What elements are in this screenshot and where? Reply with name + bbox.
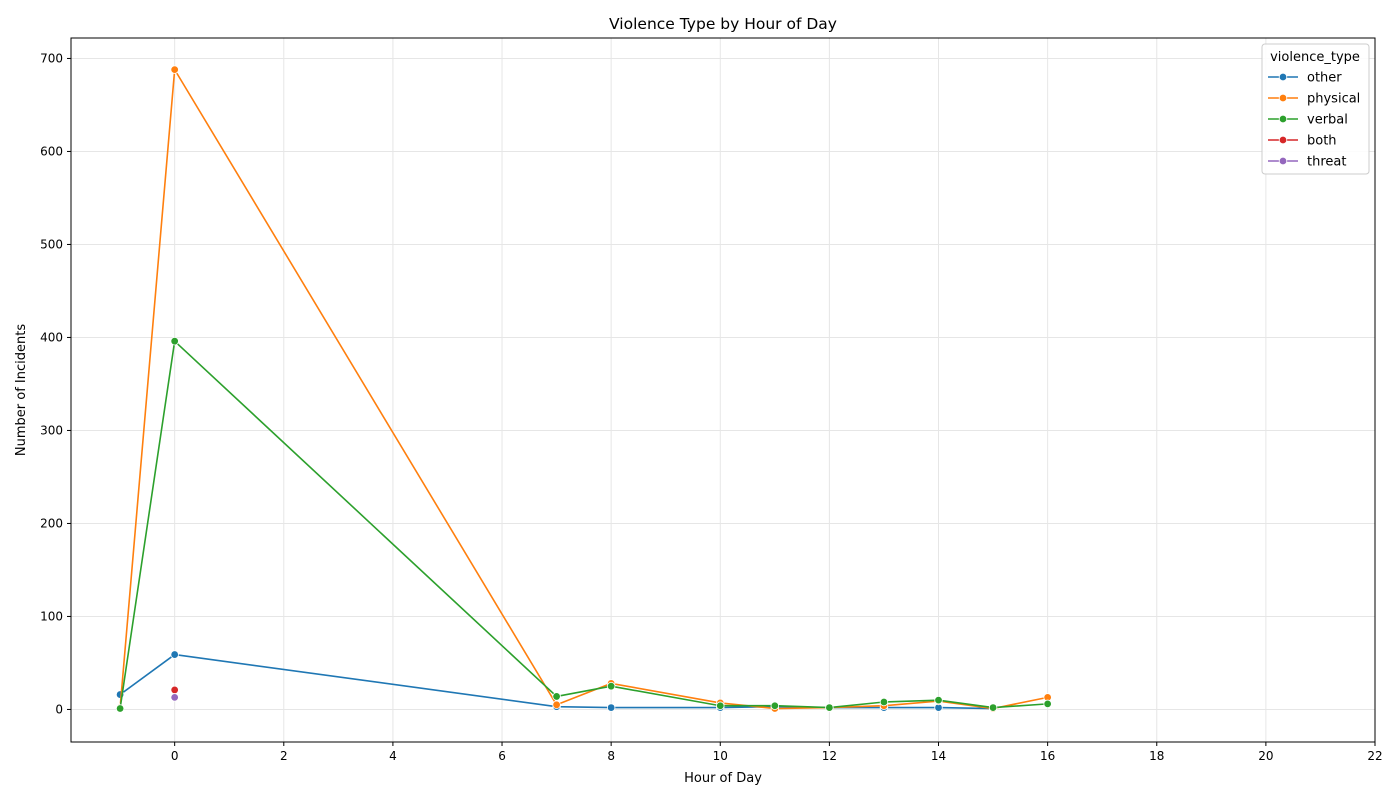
grid-lines — [71, 38, 1376, 742]
x-tick-label: 2 — [280, 749, 288, 763]
legend: violence_type other physical verbal both thr… — [1261, 43, 1370, 175]
y-tick-label: 200 — [40, 516, 63, 530]
data-point-verbal — [606, 682, 616, 691]
y-axis-label: Number of Incidents — [14, 324, 29, 456]
x-tick-label: 8 — [607, 749, 615, 763]
data-point-verbal — [934, 695, 943, 705]
x-tick-label: 20 — [1258, 749, 1273, 763]
series-threat — [170, 693, 179, 702]
data-point-both — [170, 685, 179, 695]
legend-swatch-marker — [1278, 72, 1288, 82]
series-layer — [115, 65, 1052, 713]
x-tick-label: 22 — [1367, 749, 1382, 763]
legend-items: other physical verbal both threat — [1268, 71, 1360, 170]
data-point-verbal — [879, 697, 889, 707]
y-tick-label: 300 — [40, 423, 63, 437]
y-axis-ticks: 0 100 200 300 400 500 600 700 — [40, 51, 71, 716]
data-point-verbal — [716, 701, 725, 710]
x-tick-label: 0 — [171, 749, 179, 763]
legend-swatch-marker — [1278, 93, 1288, 103]
data-point-verbal — [825, 703, 834, 712]
y-tick-label: 500 — [40, 237, 63, 251]
data-point-physical — [170, 65, 179, 74]
legend-item-other: other — [1268, 71, 1342, 86]
legend-swatch-marker — [1278, 135, 1288, 145]
data-point-verbal — [552, 692, 561, 701]
data-point-physical — [552, 700, 561, 709]
legend-item-both: both — [1268, 134, 1337, 149]
series-both — [170, 685, 179, 695]
data-point-verbal — [170, 336, 179, 346]
x-tick-label: 4 — [389, 749, 397, 763]
x-axis-label: Hour of Day — [684, 771, 762, 786]
data-point-verbal — [1043, 699, 1052, 709]
legend-label: threat — [1307, 155, 1346, 170]
data-point-other — [606, 703, 616, 712]
data-point-verbal — [988, 703, 998, 712]
chart-title: Violence Type by Hour of Day — [609, 15, 837, 33]
series-verbal — [115, 336, 1052, 713]
legend-label: verbal — [1307, 113, 1348, 128]
legend-label: both — [1307, 134, 1337, 149]
x-axis-ticks: 0 2 4 6 8 10 12 14 16 18 20 22 — [171, 742, 1383, 763]
data-point-verbal — [115, 704, 125, 713]
x-tick-label: 6 — [498, 749, 506, 763]
y-tick-label: 0 — [55, 702, 63, 716]
x-tick-label: 14 — [931, 749, 946, 763]
legend-label: physical — [1307, 92, 1360, 107]
legend-title: violence_type — [1270, 50, 1360, 65]
data-point-other — [170, 650, 179, 659]
y-tick-label: 700 — [40, 51, 63, 65]
legend-item-verbal: verbal — [1268, 113, 1348, 128]
series-line-verbal — [119, 340, 1048, 709]
legend-item-physical: physical — [1268, 92, 1360, 107]
y-tick-label: 600 — [40, 144, 63, 158]
data-point-threat — [170, 693, 179, 702]
x-tick-label: 10 — [713, 749, 728, 763]
plot-frame — [70, 37, 1376, 743]
y-tick-label: 100 — [40, 609, 63, 623]
x-tick-label: 12 — [822, 749, 837, 763]
x-tick-label: 16 — [1040, 749, 1055, 763]
legend-swatch-marker — [1278, 114, 1288, 124]
data-point-verbal — [770, 701, 780, 710]
legend-item-threat: threat — [1268, 155, 1346, 170]
series-line-physical — [119, 68, 1048, 710]
y-tick-label: 400 — [40, 330, 63, 344]
series-line-other — [119, 653, 994, 710]
legend-swatch-marker — [1278, 156, 1288, 166]
x-tick-label: 18 — [1149, 749, 1164, 763]
legend-label: other — [1307, 71, 1342, 86]
series-physical — [115, 65, 1052, 713]
